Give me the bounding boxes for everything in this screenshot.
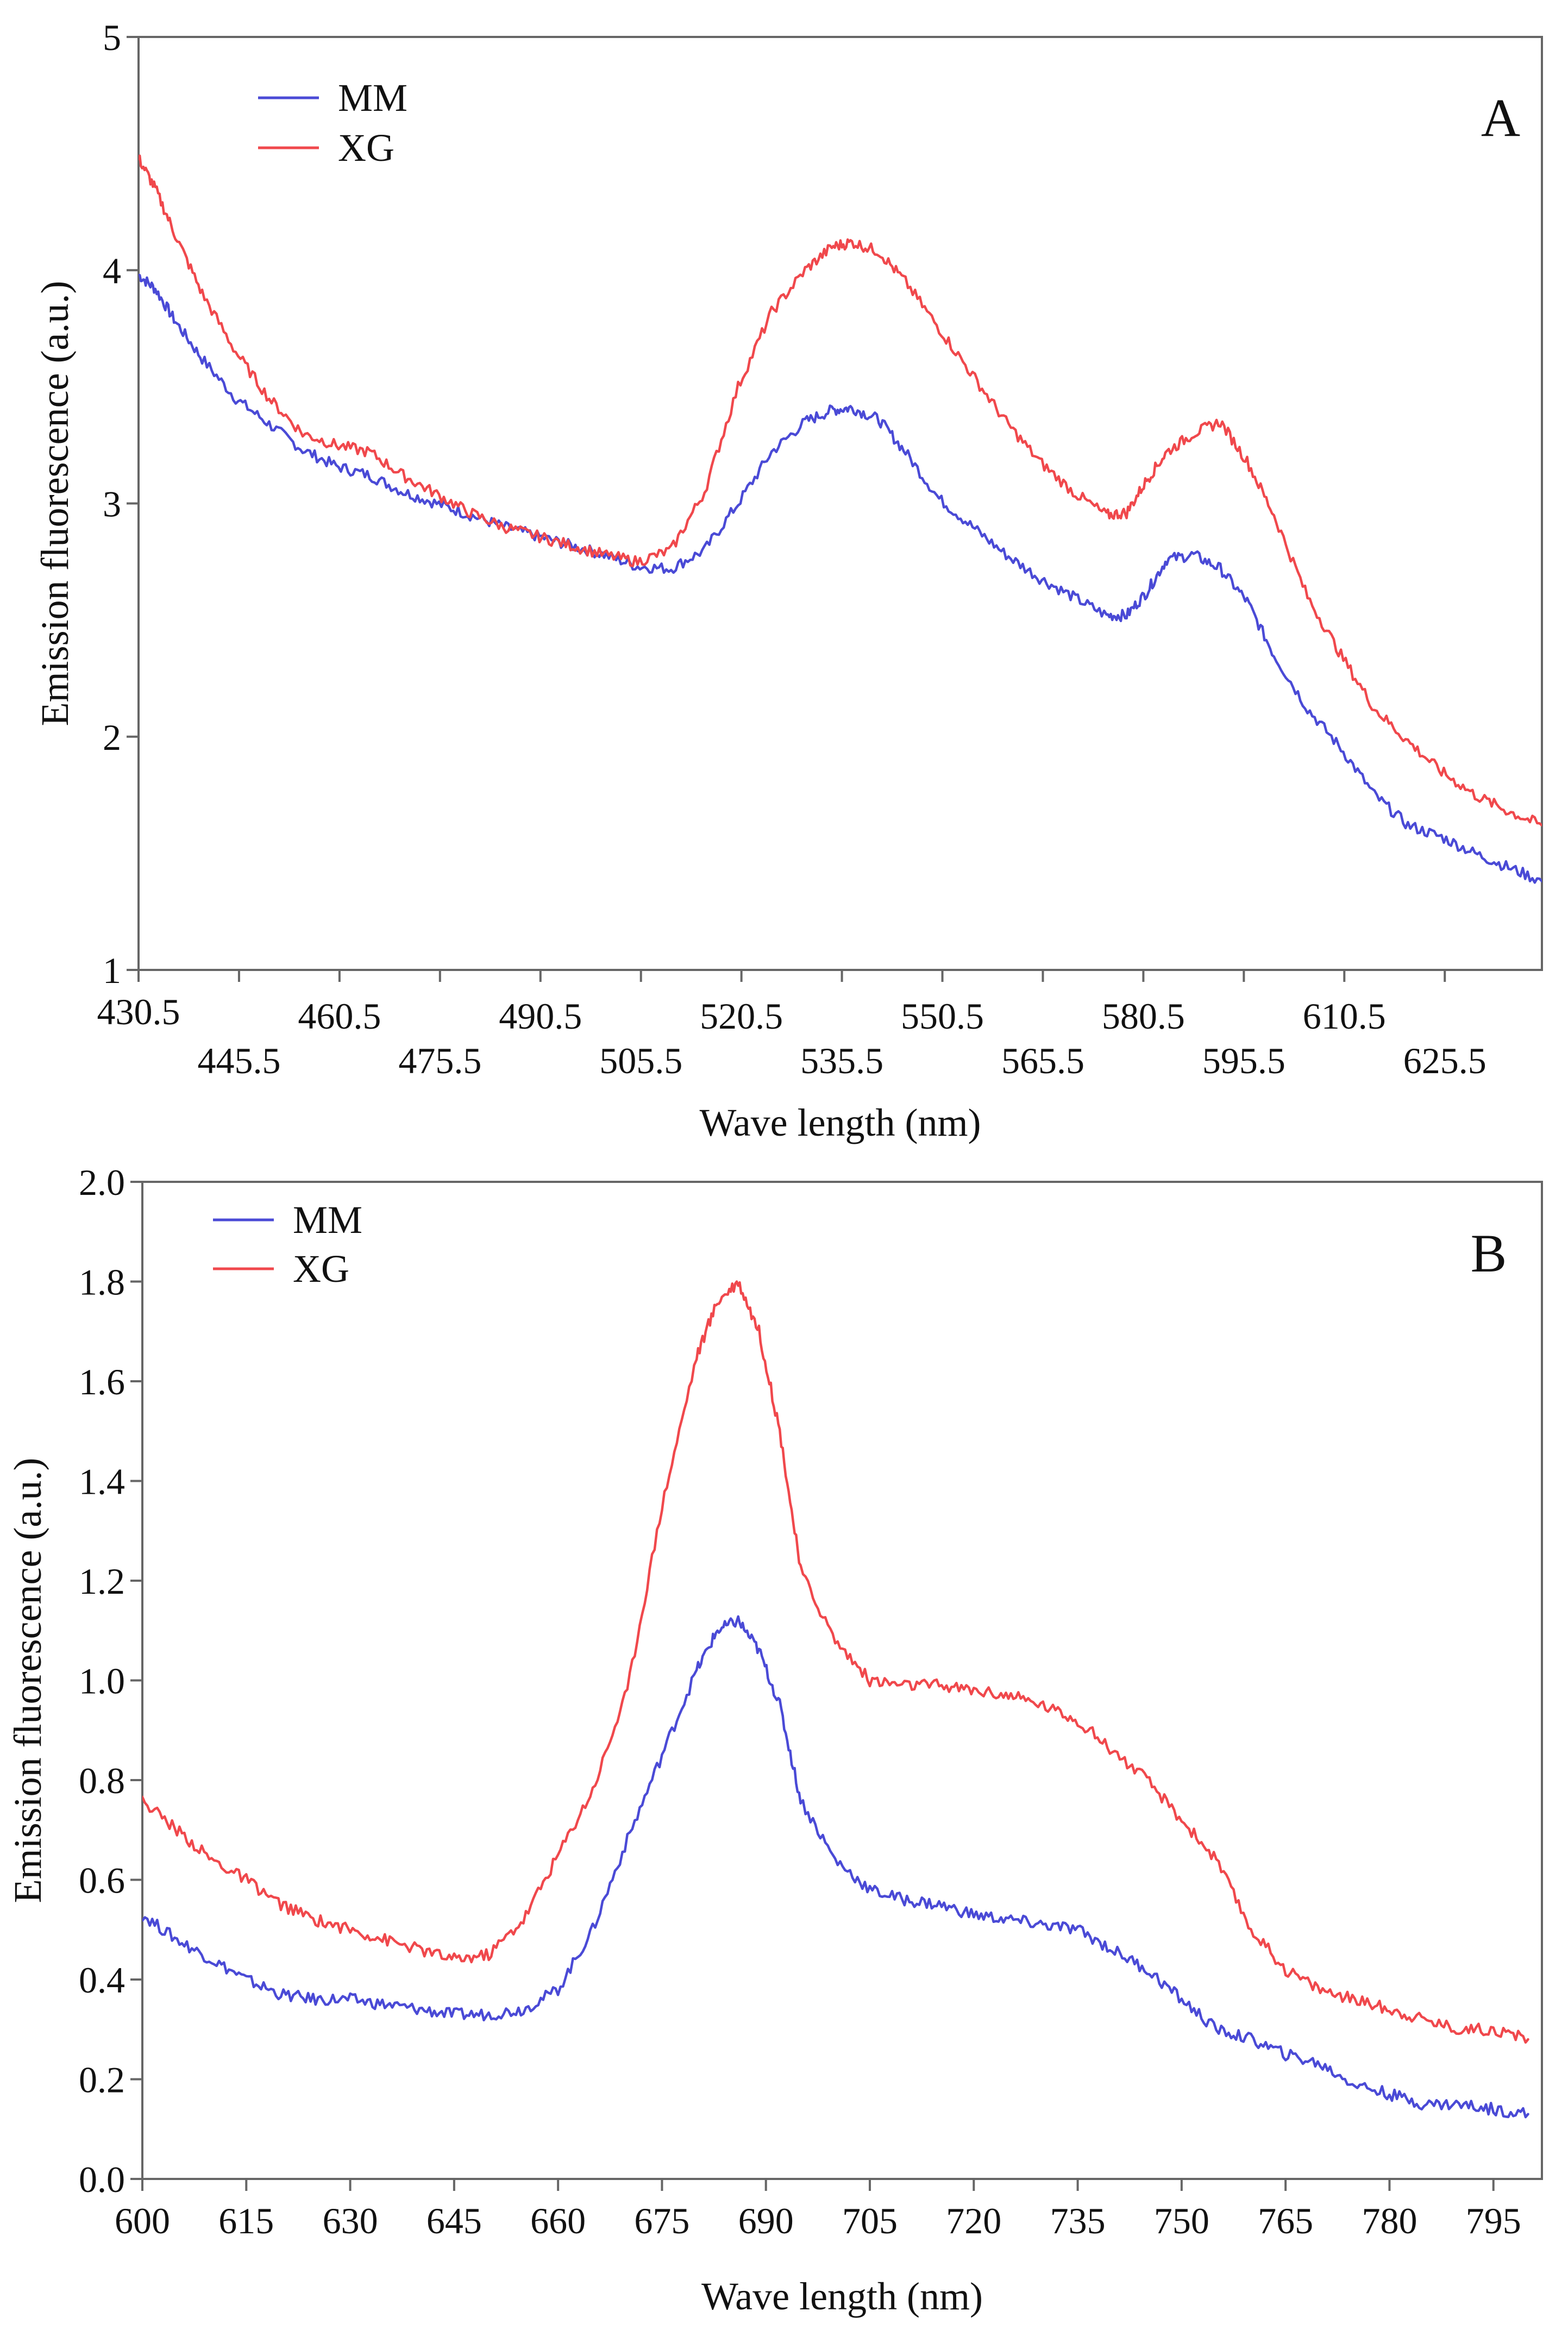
x-tick-label: 705 — [842, 2200, 898, 2241]
y-tick-label: 0.2 — [79, 2059, 125, 2101]
x-tick-label: 580.5 — [1102, 995, 1185, 1037]
x-tick-label: 505.5 — [599, 1040, 682, 1081]
x-tick-label: 765 — [1258, 2200, 1313, 2241]
y-tick-label: 3 — [103, 484, 121, 525]
y-tick-label: 2.0 — [79, 1162, 125, 1203]
legend-label-xg: XG — [338, 126, 394, 170]
x-tick-label: 460.5 — [298, 995, 381, 1037]
x-axis-label: Wave length (nm) — [701, 2275, 983, 2318]
y-tick-label: 0.8 — [79, 1760, 125, 1801]
x-tick-label: 490.5 — [499, 995, 582, 1037]
x-tick-label: 550.5 — [901, 995, 984, 1037]
y-tick-label: 1.8 — [79, 1262, 125, 1303]
x-tick-label: 615 — [218, 2200, 274, 2241]
x-axis-label: Wave length (nm) — [699, 1101, 981, 1144]
y-tick-label: 2 — [103, 717, 121, 758]
y-tick-label: 5 — [103, 17, 121, 58]
x-tick-label: 445.5 — [197, 1040, 280, 1081]
y-tick-label: 0.4 — [79, 1959, 125, 2001]
x-tick-label: 600 — [115, 2200, 170, 2241]
x-tick-label: 660 — [530, 2200, 586, 2241]
series-line-mm — [142, 1615, 1529, 2119]
x-tick-label: 795 — [1466, 2200, 1521, 2241]
x-tick-label: 780 — [1362, 2200, 1417, 2241]
x-tick-label: 625.5 — [1403, 1040, 1487, 1081]
y-tick-label: 4 — [103, 250, 121, 291]
x-tick-label: 610.5 — [1303, 995, 1386, 1037]
x-tick-label: 630 — [323, 2200, 378, 2241]
plot-frame — [141, 1181, 1543, 2180]
chart-panel-b: 0.0 0.2 0.4 0.6 0.8 1.0 1.2 1.4 1.6 1.8 2.0 600 615 6… — [6, 1162, 1543, 2318]
chart-panel-a: 1 2 3 4 5 430.5 445.5 460.5 475.5 490.5 505.5 520.5… — [33, 17, 1543, 1144]
y-tick-label: 0.0 — [79, 2159, 125, 2200]
x-tick-label: 535.5 — [800, 1040, 883, 1081]
series-line-mm — [139, 273, 1542, 884]
y-tick-label: 1 — [103, 950, 121, 991]
y-tick-label: 0.6 — [79, 1860, 125, 1901]
y-tick-label: 1.4 — [79, 1461, 125, 1502]
x-tick-label: 720 — [946, 2200, 1001, 2241]
legend-label-mm: MM — [293, 1198, 362, 1242]
series-line-xg — [139, 154, 1542, 827]
x-tick-label: 565.5 — [1001, 1040, 1084, 1081]
y-tick-label: 1.0 — [79, 1661, 125, 1702]
x-tick-label: 475.5 — [398, 1040, 481, 1081]
x-tick-label: 675 — [634, 2200, 689, 2241]
y-axis-label: Emission fluorescence (a.u.) — [33, 281, 77, 726]
plot-frame — [137, 36, 1543, 971]
series-line-xg — [142, 1280, 1529, 2044]
y-axis-label: Emission fluorescence (a.u.) — [6, 1458, 49, 1903]
panel-letter: A — [1481, 87, 1520, 148]
x-tick-label: 735 — [1050, 2200, 1106, 2241]
y-tick-label: 1.2 — [79, 1561, 125, 1602]
x-tick-label: 750 — [1154, 2200, 1209, 2241]
x-tick-label: 595.5 — [1202, 1040, 1285, 1081]
legend-label-xg: XG — [293, 1247, 349, 1291]
panel-letter: B — [1471, 1223, 1507, 1283]
x-tick-label: 520.5 — [700, 995, 783, 1037]
x-tick-label: 690 — [738, 2200, 794, 2241]
legend-label-mm: MM — [338, 76, 407, 120]
x-tick-label: 430.5 — [97, 991, 180, 1032]
x-tick-label: 645 — [427, 2200, 482, 2241]
y-tick-label: 1.6 — [79, 1361, 125, 1402]
